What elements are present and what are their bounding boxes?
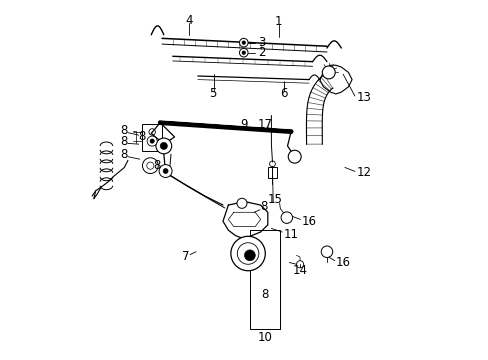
Text: 8: 8 — [139, 130, 146, 144]
Bar — [267, 167, 277, 178]
Text: 6: 6 — [280, 87, 287, 100]
Text: 8: 8 — [261, 288, 268, 301]
Circle shape — [287, 150, 301, 163]
Text: 8: 8 — [121, 135, 128, 148]
Text: 17: 17 — [257, 118, 272, 131]
Text: 10: 10 — [257, 330, 272, 343]
Text: 13: 13 — [356, 91, 370, 104]
Text: 1: 1 — [274, 15, 282, 28]
Text: 16: 16 — [335, 256, 350, 269]
Circle shape — [230, 236, 265, 271]
Circle shape — [160, 142, 167, 149]
Text: 8: 8 — [260, 201, 267, 213]
Text: 2: 2 — [258, 46, 265, 59]
Text: 12: 12 — [356, 166, 370, 179]
Text: 5: 5 — [209, 87, 217, 100]
Text: 14: 14 — [292, 264, 307, 277]
Circle shape — [156, 138, 171, 154]
Circle shape — [150, 139, 154, 143]
Circle shape — [321, 246, 332, 257]
Text: 8: 8 — [121, 148, 128, 161]
Text: 15: 15 — [267, 193, 282, 206]
Text: 11: 11 — [283, 228, 298, 241]
Text: 9: 9 — [240, 118, 248, 131]
Text: 4: 4 — [185, 14, 192, 27]
Bar — [142, 125, 162, 151]
Text: 16: 16 — [301, 215, 316, 228]
Circle shape — [142, 158, 158, 174]
Text: 8: 8 — [121, 124, 128, 137]
Circle shape — [242, 41, 245, 44]
Circle shape — [147, 136, 157, 146]
Circle shape — [239, 48, 247, 57]
Circle shape — [244, 250, 255, 261]
Text: 7: 7 — [181, 250, 189, 263]
Circle shape — [237, 243, 258, 264]
Bar — [249, 230, 280, 329]
Text: 3: 3 — [258, 36, 265, 49]
Circle shape — [242, 51, 245, 54]
Circle shape — [163, 168, 168, 174]
Circle shape — [239, 39, 247, 47]
Text: 8: 8 — [153, 159, 160, 172]
Circle shape — [159, 165, 172, 177]
Circle shape — [237, 198, 246, 208]
Circle shape — [146, 162, 154, 169]
Circle shape — [281, 212, 292, 224]
Circle shape — [322, 66, 335, 79]
